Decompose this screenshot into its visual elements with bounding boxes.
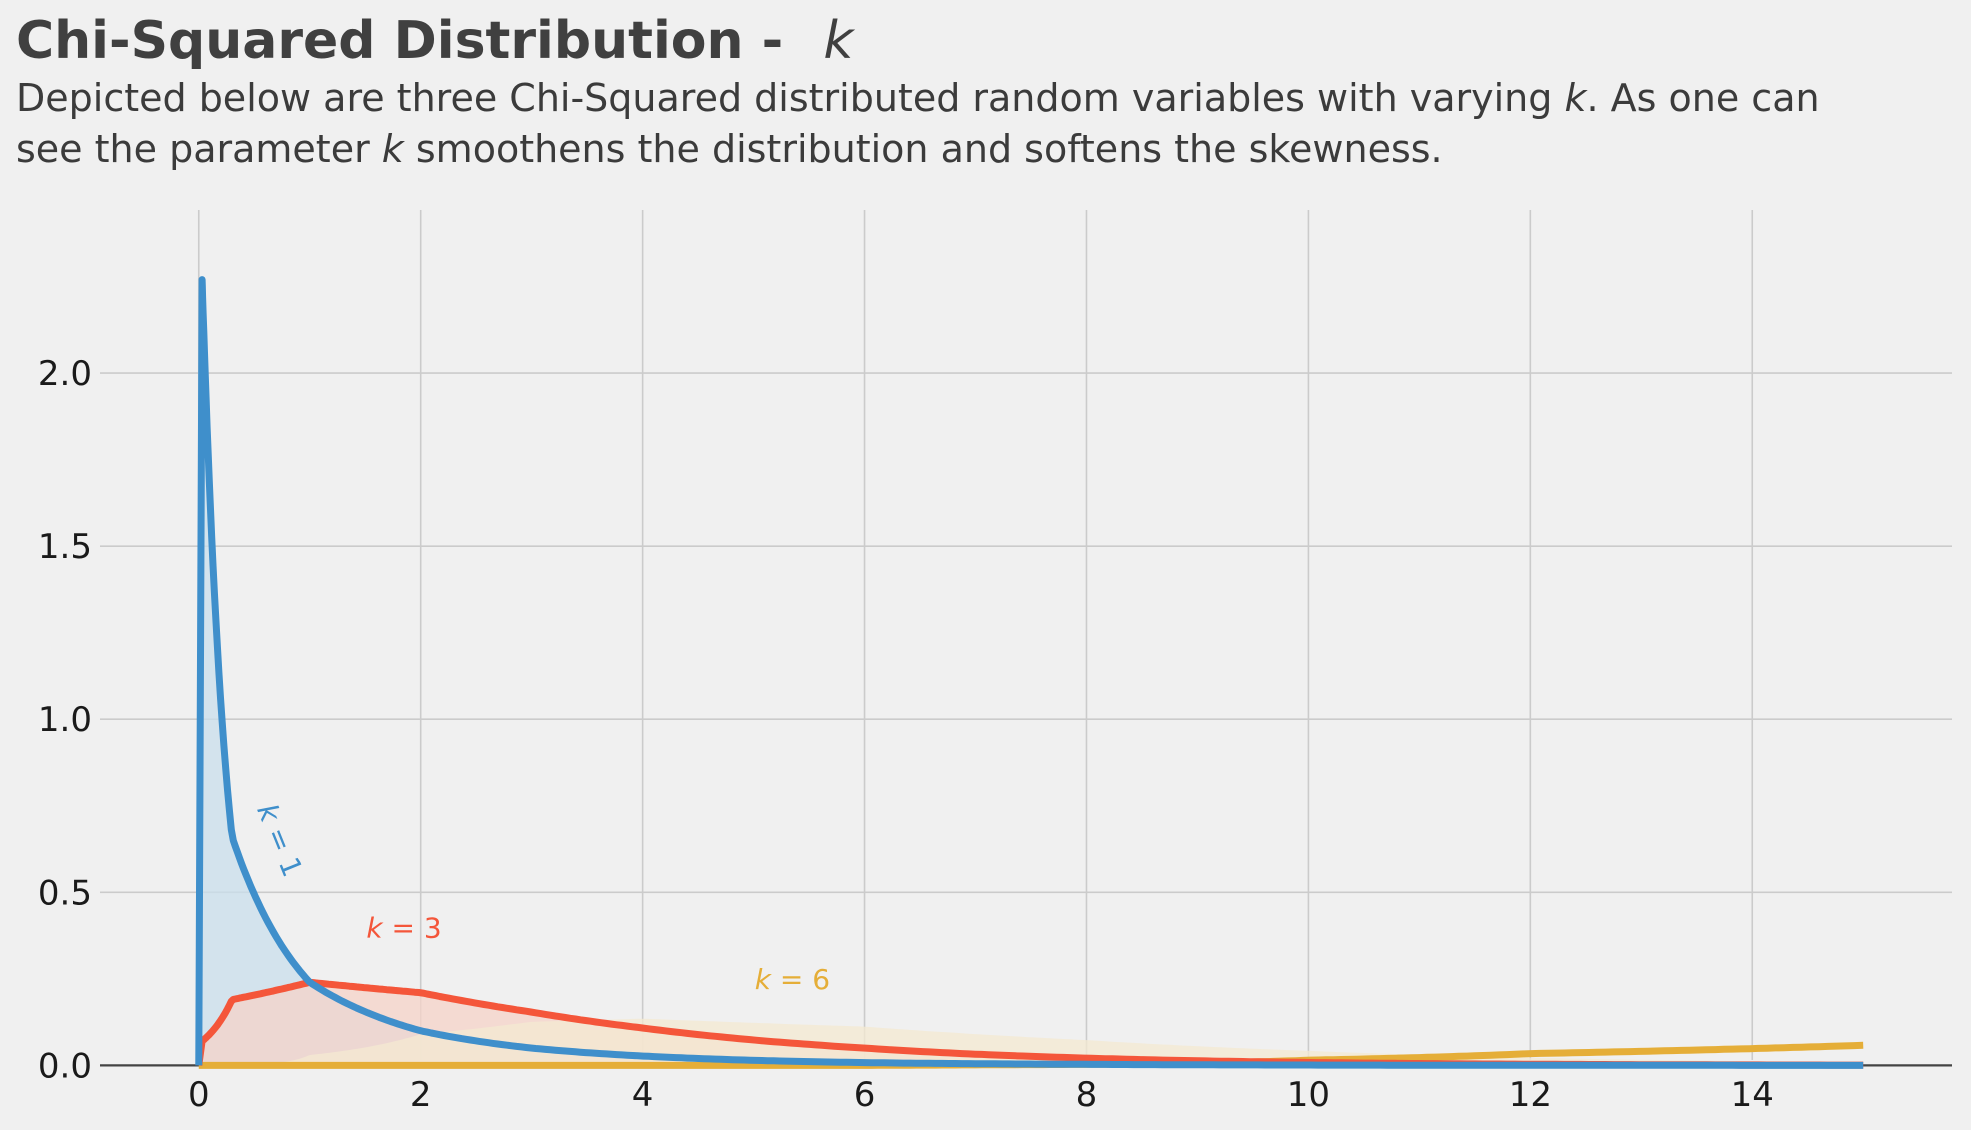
subtitle-part: Depicted below are three Chi-Squared dis…	[16, 76, 1564, 120]
y-tick-label: 1.0	[38, 700, 92, 740]
chart-title-text: Chi-Squared Distribution -	[16, 11, 801, 71]
series-line-3	[198, 1041, 1864, 1069]
series-label-value: = 6	[771, 963, 830, 996]
chart-subtitle-line-1: Depicted below are three Chi-Squared dis…	[16, 76, 1820, 120]
chart-subtitle-line-2: see the parameter k smoothens the distri…	[16, 127, 1443, 171]
series-label-value: = 1	[256, 814, 309, 881]
x-axis-ticks: 0 2 4 6 8 10 12 14	[188, 1075, 1774, 1115]
x-tick-label: 12	[1509, 1075, 1552, 1115]
subtitle-part: smoothens the distribution and softens t…	[404, 127, 1443, 171]
grid	[100, 210, 1952, 1060]
x-tick-label: 6	[854, 1075, 876, 1115]
subtitle-part: see the parameter	[16, 127, 382, 171]
series-labels: k = 1k = 3k = 6	[250, 799, 830, 996]
chart-title-symbol: k	[823, 11, 855, 71]
series-fills	[198, 279, 1864, 1066]
series-fill-1	[198, 279, 1864, 1066]
subtitle-part: . As one can	[1586, 76, 1819, 120]
y-tick-label: 2.0	[38, 354, 92, 394]
chart-title: Chi-Squared Distribution - k	[16, 11, 855, 71]
x-tick-label: 14	[1731, 1075, 1774, 1115]
y-tick-label: 0.0	[38, 1046, 92, 1086]
series-line-1	[195, 276, 1864, 1069]
x-tick-label: 4	[632, 1075, 654, 1115]
x-tick-label: 10	[1287, 1075, 1330, 1115]
subtitle-symbol: k	[1564, 76, 1588, 120]
x-tick-label: 8	[1076, 1075, 1098, 1115]
series-label-3: k = 6	[755, 963, 830, 996]
series-label-symbol: k	[366, 911, 384, 944]
series-label-symbol: k	[755, 963, 773, 996]
series-label-value: = 3	[383, 911, 442, 944]
y-axis-ticks: 0.0 0.5 1.0 1.5 2.0	[38, 354, 92, 1086]
x-tick-label: 0	[188, 1075, 210, 1115]
series-label-1: k = 1	[250, 799, 309, 881]
y-tick-label: 1.5	[38, 527, 92, 567]
series-label-2: k = 3	[366, 911, 441, 944]
y-tick-label: 0.5	[38, 873, 92, 913]
subtitle-symbol: k	[382, 127, 406, 171]
x-tick-label: 2	[410, 1075, 432, 1115]
series-lines	[100, 276, 1952, 1069]
